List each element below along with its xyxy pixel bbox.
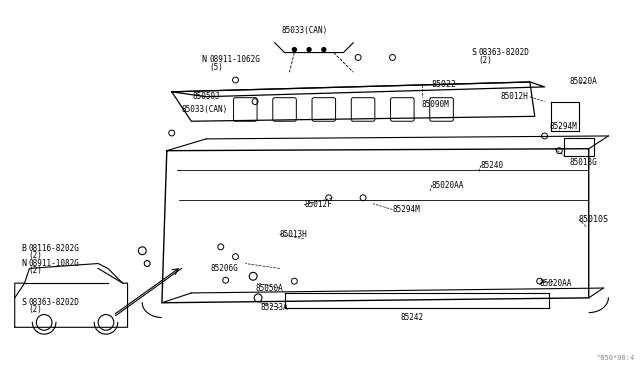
Text: B: B (22, 244, 27, 253)
Text: 85020A: 85020A (569, 77, 597, 86)
Circle shape (307, 48, 311, 52)
Text: (2): (2) (28, 251, 42, 260)
Text: 85012H: 85012H (500, 92, 528, 101)
Text: 85206G: 85206G (211, 264, 239, 273)
Text: 85012F: 85012F (304, 200, 332, 209)
Text: (2): (2) (28, 266, 42, 275)
Text: 85240: 85240 (481, 161, 504, 170)
Text: 08116-8202G: 08116-8202G (28, 244, 79, 253)
Text: 85242: 85242 (401, 313, 424, 322)
Text: 85033(CAN): 85033(CAN) (182, 105, 228, 114)
Text: N: N (22, 259, 27, 268)
Text: 08911-1082G: 08911-1082G (28, 259, 79, 268)
Text: 08911-1062G: 08911-1062G (209, 55, 260, 64)
Text: S: S (22, 298, 27, 307)
Bar (564, 138, 594, 155)
Text: (5): (5) (209, 63, 223, 72)
Text: 85033(CAN): 85033(CAN) (281, 26, 327, 35)
Text: 85233A: 85233A (260, 303, 288, 312)
Text: 08363-8202D: 08363-8202D (28, 298, 79, 307)
Text: 85020AA: 85020AA (540, 279, 572, 288)
Text: ^850*00:4: ^850*00:4 (596, 355, 635, 361)
Text: 85090M: 85090M (422, 100, 450, 109)
Text: 85010S: 85010S (579, 215, 609, 224)
Text: 85050A: 85050A (255, 283, 283, 292)
Text: 85050J: 85050J (193, 92, 220, 101)
Text: 85020AA: 85020AA (432, 180, 464, 189)
Text: 85013G: 85013G (569, 158, 597, 167)
Text: S: S (471, 48, 476, 57)
Text: N: N (201, 55, 206, 64)
Text: 08363-8202D: 08363-8202D (479, 48, 530, 57)
Circle shape (322, 48, 326, 52)
Text: 85022: 85022 (432, 80, 457, 89)
Text: 85013H: 85013H (280, 230, 307, 238)
Text: 85294M: 85294M (550, 122, 577, 131)
Text: 85294M: 85294M (392, 205, 420, 214)
Text: (2): (2) (479, 56, 493, 65)
Circle shape (292, 48, 296, 52)
Text: (2): (2) (28, 305, 42, 314)
